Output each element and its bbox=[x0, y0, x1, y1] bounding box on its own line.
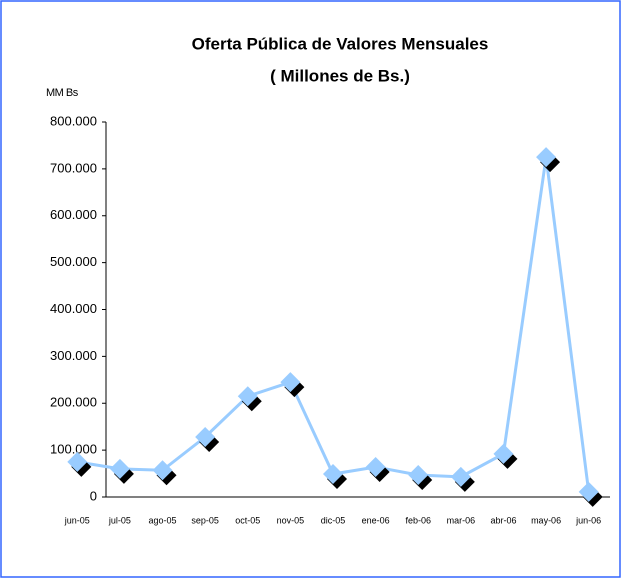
y-tick-label: 800.000 bbox=[50, 113, 97, 128]
x-tick-label: jun-05 bbox=[64, 515, 90, 525]
marker bbox=[493, 443, 514, 464]
x-tick-label: feb-06 bbox=[405, 515, 431, 525]
marker bbox=[323, 464, 343, 485]
x-tick-label: dic-05 bbox=[321, 515, 346, 525]
y-tick-label: 600.000 bbox=[50, 207, 97, 222]
x-tick-label: may-06 bbox=[531, 515, 561, 525]
y-tick-label: 700.000 bbox=[50, 160, 97, 175]
y-tick-label: 500.000 bbox=[50, 254, 97, 269]
marker bbox=[237, 386, 258, 407]
x-tick-label: jul-05 bbox=[108, 515, 131, 525]
y-tick-label: 0 bbox=[90, 488, 97, 503]
x-tick-label: jun-06 bbox=[575, 515, 601, 525]
marker bbox=[67, 451, 88, 472]
marker bbox=[280, 372, 301, 393]
x-tick-label: sep-05 bbox=[191, 515, 219, 525]
x-tick-label: nov-05 bbox=[277, 515, 305, 525]
marker bbox=[109, 458, 130, 479]
x-tick-label: ago-05 bbox=[149, 515, 177, 525]
y-tick-label: 300.000 bbox=[50, 348, 97, 363]
chart-subtitle: ( Millones de Bs.) bbox=[270, 66, 410, 85]
x-tick-label: ene-06 bbox=[362, 515, 390, 525]
marker bbox=[195, 427, 216, 447]
marker bbox=[450, 466, 471, 487]
line bbox=[77, 156, 591, 493]
x-tick-label: oct-05 bbox=[235, 515, 260, 525]
y-tick-label: 100.000 bbox=[50, 442, 97, 457]
y-tick-label: 200.000 bbox=[50, 395, 97, 410]
x-tick-label: abr-06 bbox=[490, 515, 516, 525]
marker bbox=[578, 481, 599, 502]
y-tick-label: 400.000 bbox=[50, 301, 97, 316]
y-axis-label: MM Bs bbox=[46, 87, 79, 99]
marker bbox=[408, 464, 429, 485]
marker bbox=[152, 460, 173, 481]
marker bbox=[365, 457, 386, 477]
chart-title: Oferta Pública de Valores Mensuales bbox=[192, 34, 489, 53]
x-tick-label: mar-06 bbox=[447, 515, 476, 525]
marker bbox=[536, 147, 557, 168]
